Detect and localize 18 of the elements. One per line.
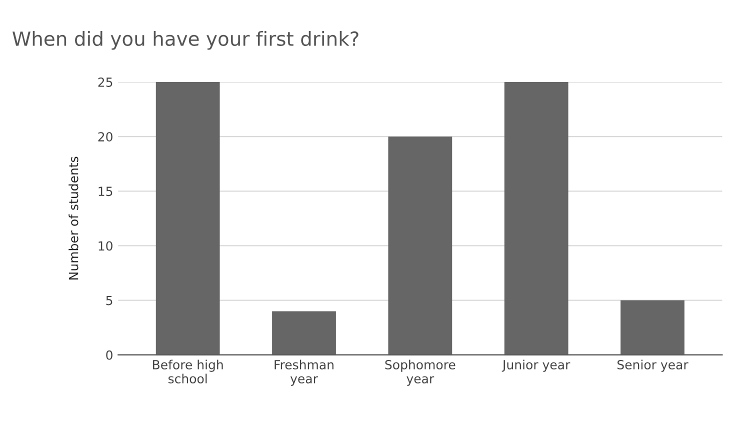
chart-title: When did you have your first drink? — [12, 30, 358, 50]
y-axis-title: Number of students — [68, 156, 78, 280]
x-tick-label: Freshman year — [274, 360, 334, 386]
bar — [272, 311, 336, 355]
y-tick-label: 10 — [98, 241, 112, 251]
x-tick-label: Sophomore year — [385, 360, 456, 386]
y-tick-label: 25 — [98, 77, 112, 87]
y-tick-label: 5 — [106, 296, 112, 306]
bar — [620, 300, 684, 355]
y-tick-label: 15 — [98, 186, 112, 196]
y-tick-label: 20 — [98, 132, 112, 142]
x-tick-label: Before high school — [153, 360, 223, 384]
bar — [504, 82, 568, 355]
y-tick-label: 0 — [106, 350, 112, 360]
x-tick-label: Junior year — [502, 360, 570, 372]
bar — [156, 82, 220, 355]
bar — [388, 136, 452, 355]
x-tick-label: Senior year — [617, 360, 688, 372]
